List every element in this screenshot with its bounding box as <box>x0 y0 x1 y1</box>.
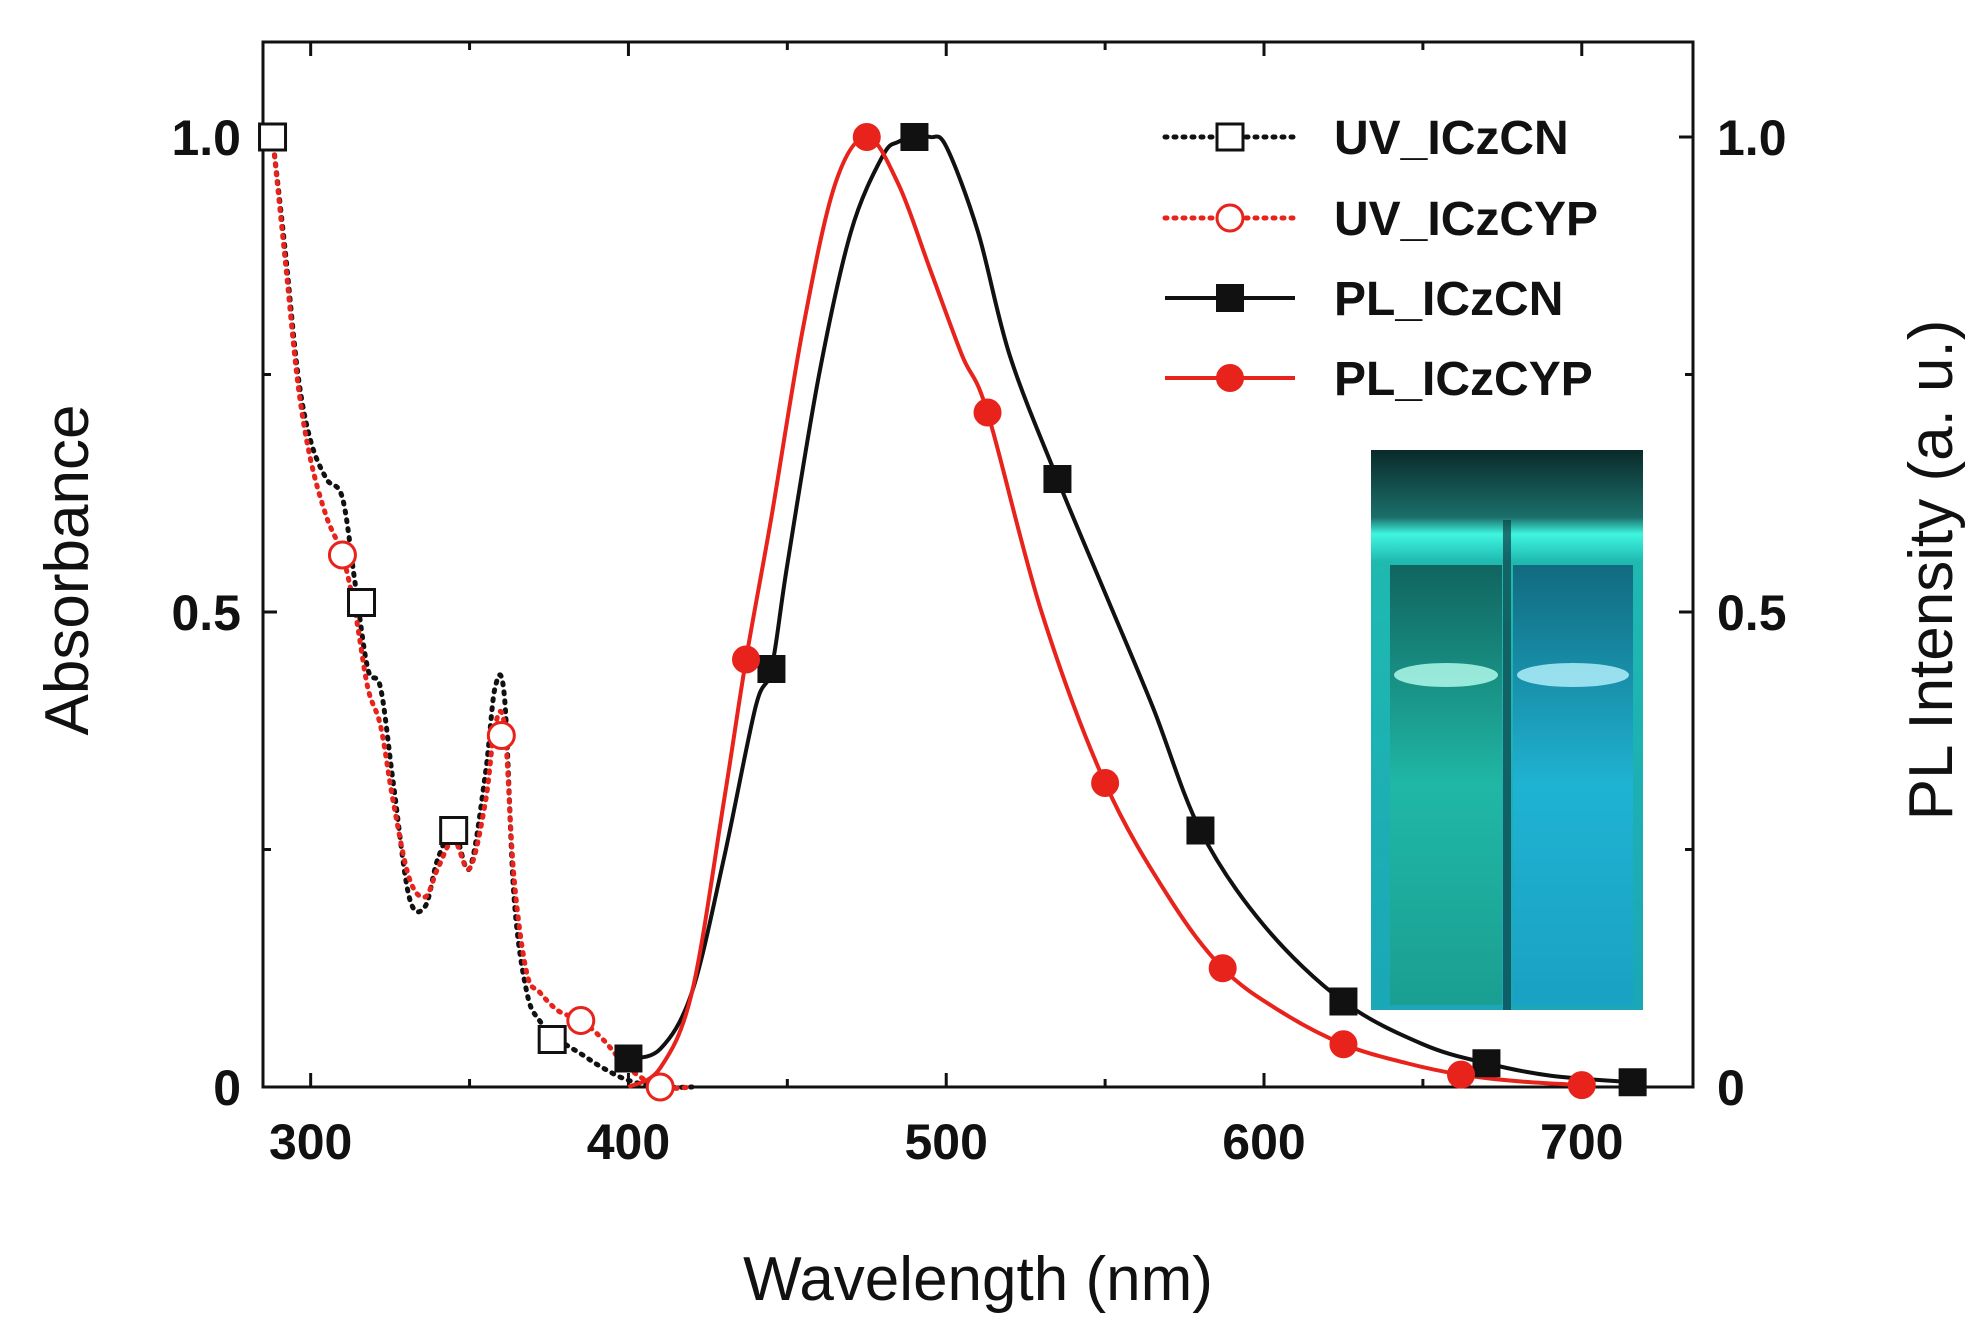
right-y-axis-title: PL Intensity (a. u.) <box>1897 320 1966 821</box>
marker-uv-iczcyp <box>645 1072 675 1102</box>
legend-marker-pl-iczcyp <box>1216 364 1244 392</box>
x-tick-label: 500 <box>905 1114 988 1170</box>
marker-uv-iczcn <box>347 588 377 617</box>
y-right-tick-label: 0 <box>1717 1060 1745 1116</box>
marker-uv-iczcyp <box>327 540 357 570</box>
series-line-pl-iczcyp <box>627 135 1582 1089</box>
legend-marker-pl-iczcn <box>1216 284 1244 312</box>
marker-uv-iczcn <box>439 816 469 845</box>
x-axis-title: Wavelength (nm) <box>743 1245 1213 1314</box>
legend: UV_ICzCN UV_ICzCYP PL_ICzCN PL_ICzCYP <box>1162 112 1598 406</box>
marker-pl-iczcn <box>757 655 786 683</box>
legend-label-uv-iczcyp: UV_ICzCYP <box>1334 193 1598 246</box>
marker-uv-iczcyp <box>486 721 516 750</box>
axis-ticks <box>263 42 1693 1089</box>
marker-pl-iczcyp <box>732 645 761 674</box>
x-tick-label: 400 <box>587 1114 670 1170</box>
marker-pl-iczcyp <box>1091 769 1120 797</box>
marker-pl-iczcn <box>1329 987 1358 1016</box>
marker-uv-iczcn <box>258 122 288 152</box>
series-line-pl-iczcn <box>627 134 1633 1085</box>
marker-pl-iczcyp <box>973 398 1002 427</box>
y-right-tick-label: 1.0 <box>1717 110 1787 166</box>
marker-pl-iczcn <box>1618 1068 1647 1097</box>
legend-marker-uv-iczcn <box>1215 122 1245 152</box>
y-left-tick-label: 1.0 <box>171 110 241 166</box>
marker-pl-iczcyp <box>852 123 881 151</box>
marker-pl-iczcyp <box>1447 1060 1476 1089</box>
left-y-axis-title: Absorbance <box>33 405 102 736</box>
x-tick-label: 300 <box>269 1114 352 1170</box>
marker-pl-iczcyp <box>1329 1030 1358 1059</box>
tick-labels: 300 400 500 600 700 0 0 0.5 0.5 1.0 1.0 <box>171 110 1786 1170</box>
series-line-uv-iczcyp <box>270 134 695 1091</box>
inset-cuvette-photo <box>1371 450 1643 1010</box>
legend-label-pl-iczcn: PL_ICzCN <box>1334 273 1563 326</box>
plot-frame <box>261 40 1695 1089</box>
x-tick-label: 600 <box>1222 1114 1305 1170</box>
marker-pl-iczcn <box>900 123 929 151</box>
marker-pl-iczcyp <box>1208 954 1237 983</box>
marker-pl-iczcn <box>1186 816 1215 845</box>
legend-marker-uv-iczcyp <box>1215 203 1245 233</box>
marker-layer <box>258 122 1647 1102</box>
legend-label-pl-iczcyp: PL_ICzCYP <box>1334 353 1593 406</box>
marker-uv-iczcn <box>537 1025 567 1054</box>
marker-pl-iczcyp <box>1567 1071 1596 1100</box>
legend-label-uv-iczcn: UV_ICzCN <box>1334 112 1569 165</box>
series-line-uv-iczcn <box>270 134 695 1090</box>
x-tick-label: 700 <box>1540 1114 1623 1170</box>
marker-uv-iczcyp <box>566 1006 596 1035</box>
y-right-tick-label: 0.5 <box>1717 585 1787 641</box>
y-left-tick-label: 0.5 <box>171 585 241 641</box>
y-left-tick-label: 0 <box>213 1060 241 1116</box>
marker-pl-iczcn <box>1043 465 1072 493</box>
marker-pl-iczcn <box>614 1044 643 1073</box>
marker-pl-iczcn <box>1472 1049 1501 1078</box>
